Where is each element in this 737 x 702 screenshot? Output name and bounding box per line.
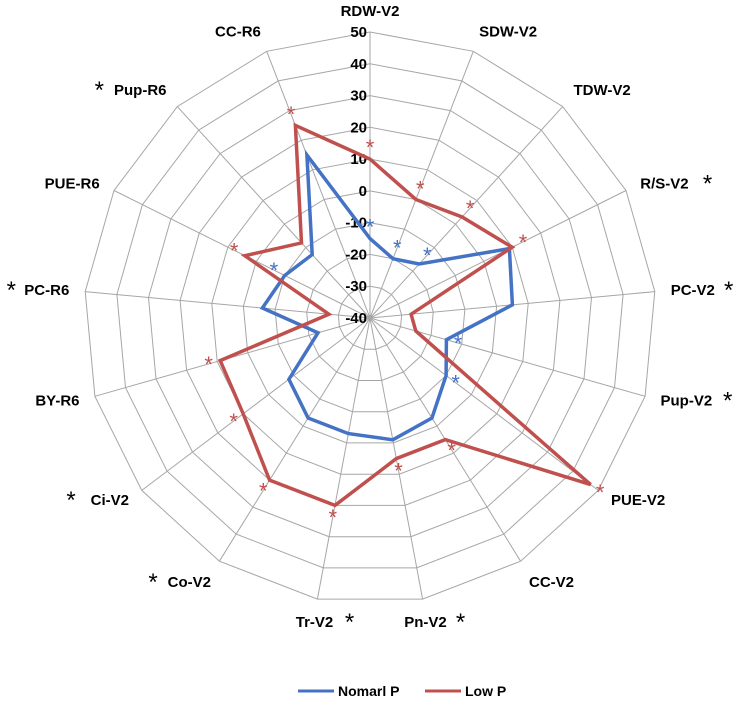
marker-nomarl-p-tdw-v2: * [423,243,432,268]
series-line-low-p [217,122,592,508]
axis-label-pue-r6: PUE-R6 [45,175,100,192]
marker-nomarl-p-sdw-v2: * [393,236,402,261]
axis-label-pup-v2: Pup-V2 [661,393,713,410]
marker-low-p-r-s-v2: * [519,230,528,255]
marker-low-p-by-r6: * [204,352,213,377]
marker-low-p-sdw-v2: * [416,176,425,201]
grid-ring-40 [116,63,624,569]
axis-significance-star-r-s-v2: * [703,170,712,197]
legend-label-low-p: Low P [465,683,506,699]
spoke-tdw-v2 [369,106,564,319]
axis-label-tdw-v2: TDW-V2 [574,82,631,99]
axis-label-cc-v2: CC-V2 [529,574,574,591]
tick-label-50: 50 [350,24,367,41]
series-lines [217,122,592,508]
marker-low-p-tr-v2: * [329,505,338,530]
axis-label-tr-v2: Tr-V2 [296,614,334,631]
axis-significance-star-ci-v2: * [66,487,75,514]
axis-label-by-r6: BY-R6 [35,393,79,410]
grid-ring-10 [211,158,529,475]
spoke-co-v2 [218,317,371,562]
marker-low-p-cc-r6: * [287,102,296,127]
spoke-r-s-v2 [369,190,627,319]
marker-low-p-cc-v2: * [447,438,456,463]
tick-label-neg20: -20 [345,246,367,263]
axis-label-r-s-v2: R/S-V2 [640,175,688,192]
legend: Nomarl P Low P [298,683,506,699]
spoke-sdw-v2 [369,51,474,319]
marker-nomarl-p-pue-r6: * [270,258,279,283]
grid-ring-neg20 [306,253,434,381]
marker-nomarl-p-pue-v2: * [451,371,460,396]
spoke-pup-r6 [176,106,371,319]
spoke-pue-r6 [113,190,371,319]
axis-label-cc-r6: CC-R6 [215,23,261,40]
marker-low-p-pue-r6: * [230,238,239,263]
axis-label-pc-v2: PC-V2 [671,282,715,299]
marker-nomarl-p-pup-v2: * [454,331,463,356]
spoke-pue-v2 [369,317,599,491]
grid-ring-neg30 [337,285,403,350]
tick-label-neg40: -40 [345,310,367,327]
axis-significance-star-co-v2: * [148,569,157,596]
axis-label-sdw-v2: SDW-V2 [479,23,537,40]
tick-label-neg30: -30 [345,278,367,295]
marker-low-p-tdw-v2: * [466,196,475,221]
grid-ring-20 [179,126,561,506]
axis-label-co-v2: Co-V2 [168,574,211,591]
axis-significance-star-pup-r6: * [95,77,104,104]
marker-low-p-ci-v2: * [229,409,238,434]
marker-low-p-pn-v2: * [394,458,403,483]
axis-significance-star-pn-v2: * [456,609,465,636]
marker-low-p-co-v2: * [259,478,268,503]
marker-nomarl-p-rdw-v2: * [366,215,375,240]
axis-significance-star-pc-r6: * [7,277,16,304]
axis-label-pue-v2: PUE-V2 [611,492,665,509]
series-line-nomarl-p [259,149,515,442]
marker-low-p-rdw-v2: * [366,135,375,160]
spoke-tr-v2 [316,317,371,600]
axis-significance-star-pup-v2: * [723,388,732,415]
axis-label-pup-r6: Pup-R6 [114,82,167,99]
significance-markers: * * * * * * * * * * * * * * * * * * * [204,102,605,530]
axis-label-rdw-v2: RDW-V2 [341,3,400,20]
spoke-cc-r6 [266,51,371,319]
radar-grid [84,31,656,600]
tick-label-40: 40 [350,56,367,73]
legend-label-nomarl-p: Nomarl P [338,683,399,699]
marker-low-p-pue-v2: * [596,480,605,505]
axis-label-ci-v2: Ci-V2 [91,492,129,509]
axis-label-pc-r6: PC-R6 [24,282,69,299]
axis-significance-star-pc-v2: * [724,277,733,304]
tick-label-30: 30 [350,88,367,105]
tick-label-20: 20 [350,119,367,136]
axis-significance-star-tr-v2: * [345,609,354,636]
grid-ring-50 [84,31,656,600]
spoke-ci-v2 [141,317,371,491]
spoke-pc-r6 [85,291,371,319]
tick-label-0: 0 [359,183,367,200]
axis-label-pn-v2: Pn-V2 [404,614,447,631]
grid-ring-30 [147,95,593,538]
axis-labels: RDW-V2 SDW-V2 TDW-V2 R/S-V2 * PC-V2 * Pup-V2 * PU… [7,3,734,636]
